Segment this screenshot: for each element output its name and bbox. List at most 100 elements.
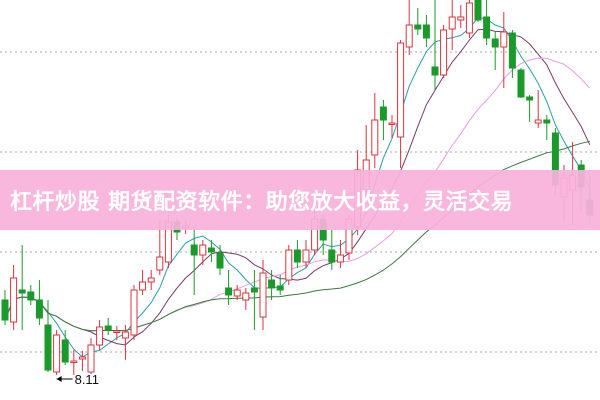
candle-body [259, 272, 267, 318]
candle-up [87, 338, 95, 374]
candle-body [207, 247, 215, 253]
promo-banner: 杠杆炒股 期货配资软件：助您放大收益，灵活交易 [0, 170, 600, 230]
candle-body [78, 356, 86, 360]
candle-body [139, 281, 147, 291]
candle-down [431, 0, 439, 90]
candle-up [388, 115, 396, 138]
candle-body [422, 24, 430, 39]
candle-body [225, 287, 233, 296]
candle-down [474, 0, 482, 22]
candle-body [448, 16, 456, 30]
candle-up [147, 270, 155, 290]
candle-body [336, 254, 344, 263]
candle-up [440, 25, 448, 78]
candle-down [35, 280, 43, 325]
candle-up [10, 265, 18, 330]
candle-down [379, 100, 387, 140]
candle-body [491, 38, 499, 48]
candle-body [302, 249, 310, 263]
candle-down [276, 275, 284, 295]
candle-down [268, 270, 276, 300]
candle-up [302, 240, 310, 268]
candle-body [199, 244, 207, 256]
candle-down [190, 230, 198, 295]
candle-body [216, 252, 224, 269]
candle-body [147, 277, 155, 283]
candle-body [87, 344, 95, 373]
candle-down [18, 245, 26, 330]
candle-body [285, 249, 293, 281]
candle-up [405, 0, 413, 55]
candle-body [44, 324, 52, 371]
candle-up [96, 320, 104, 350]
candle-down [225, 270, 233, 305]
candle-body [440, 29, 448, 76]
candle-down [27, 285, 35, 305]
candle-body [508, 32, 516, 69]
candle-up [53, 330, 61, 375]
candle-body [121, 331, 129, 339]
candle-down [517, 68, 525, 98]
candle-body [1, 299, 9, 321]
candle-body [70, 360, 78, 363]
candle-body [500, 31, 508, 48]
candle-down [1, 290, 9, 325]
ma-fast-line [4, 16, 591, 358]
candle-up [371, 93, 379, 168]
candle-down [250, 270, 258, 330]
candle-body [276, 285, 284, 291]
candle-body [250, 287, 258, 293]
candle-body [483, 16, 491, 39]
low-price-label: 8.11 [75, 372, 99, 387]
candle-down [483, 0, 491, 45]
candle-body [371, 119, 379, 156]
candle-body [397, 42, 405, 138]
candle-body [130, 289, 138, 336]
candle-up [336, 240, 344, 268]
candle-up [130, 285, 138, 340]
candle-body [388, 122, 396, 125]
candle-up [139, 270, 147, 295]
candle-up [121, 325, 129, 360]
candle-up [199, 240, 207, 265]
candle-body [414, 24, 422, 30]
candle-body [53, 334, 61, 373]
candle-up [70, 350, 78, 375]
candle-down [207, 240, 215, 262]
candle-down [526, 95, 534, 122]
candle-body [405, 24, 413, 48]
candle-down [543, 115, 551, 140]
candle-up [500, 12, 508, 88]
candle-body [534, 119, 542, 124]
candle-up [457, 5, 465, 28]
candle-body [233, 289, 241, 297]
candle-down [491, 32, 499, 70]
candle-body [18, 289, 26, 294]
candle-down [328, 230, 336, 270]
candle-body [474, 0, 482, 21]
candle-body [61, 339, 69, 363]
candle-up [397, 40, 405, 168]
candle-down [61, 330, 69, 365]
candle-up [113, 326, 121, 340]
candle-body [328, 249, 336, 263]
grid-lines [0, 51, 600, 353]
candle-body [431, 66, 439, 76]
candle-up [233, 285, 241, 300]
candle-body [156, 256, 164, 271]
candle-up [78, 351, 86, 371]
candle-up [285, 245, 293, 285]
candle-body [526, 96, 534, 101]
candle-down [216, 245, 224, 275]
candle-body [113, 330, 121, 333]
candle-body [268, 279, 276, 289]
candle-up [534, 90, 542, 128]
candle-down [508, 30, 516, 78]
candle-body [104, 325, 112, 331]
arrow-head-icon [56, 376, 62, 382]
candle-body [27, 291, 35, 301]
candle-body [293, 249, 301, 263]
candle-down [293, 240, 301, 268]
candle-down [422, 15, 430, 47]
